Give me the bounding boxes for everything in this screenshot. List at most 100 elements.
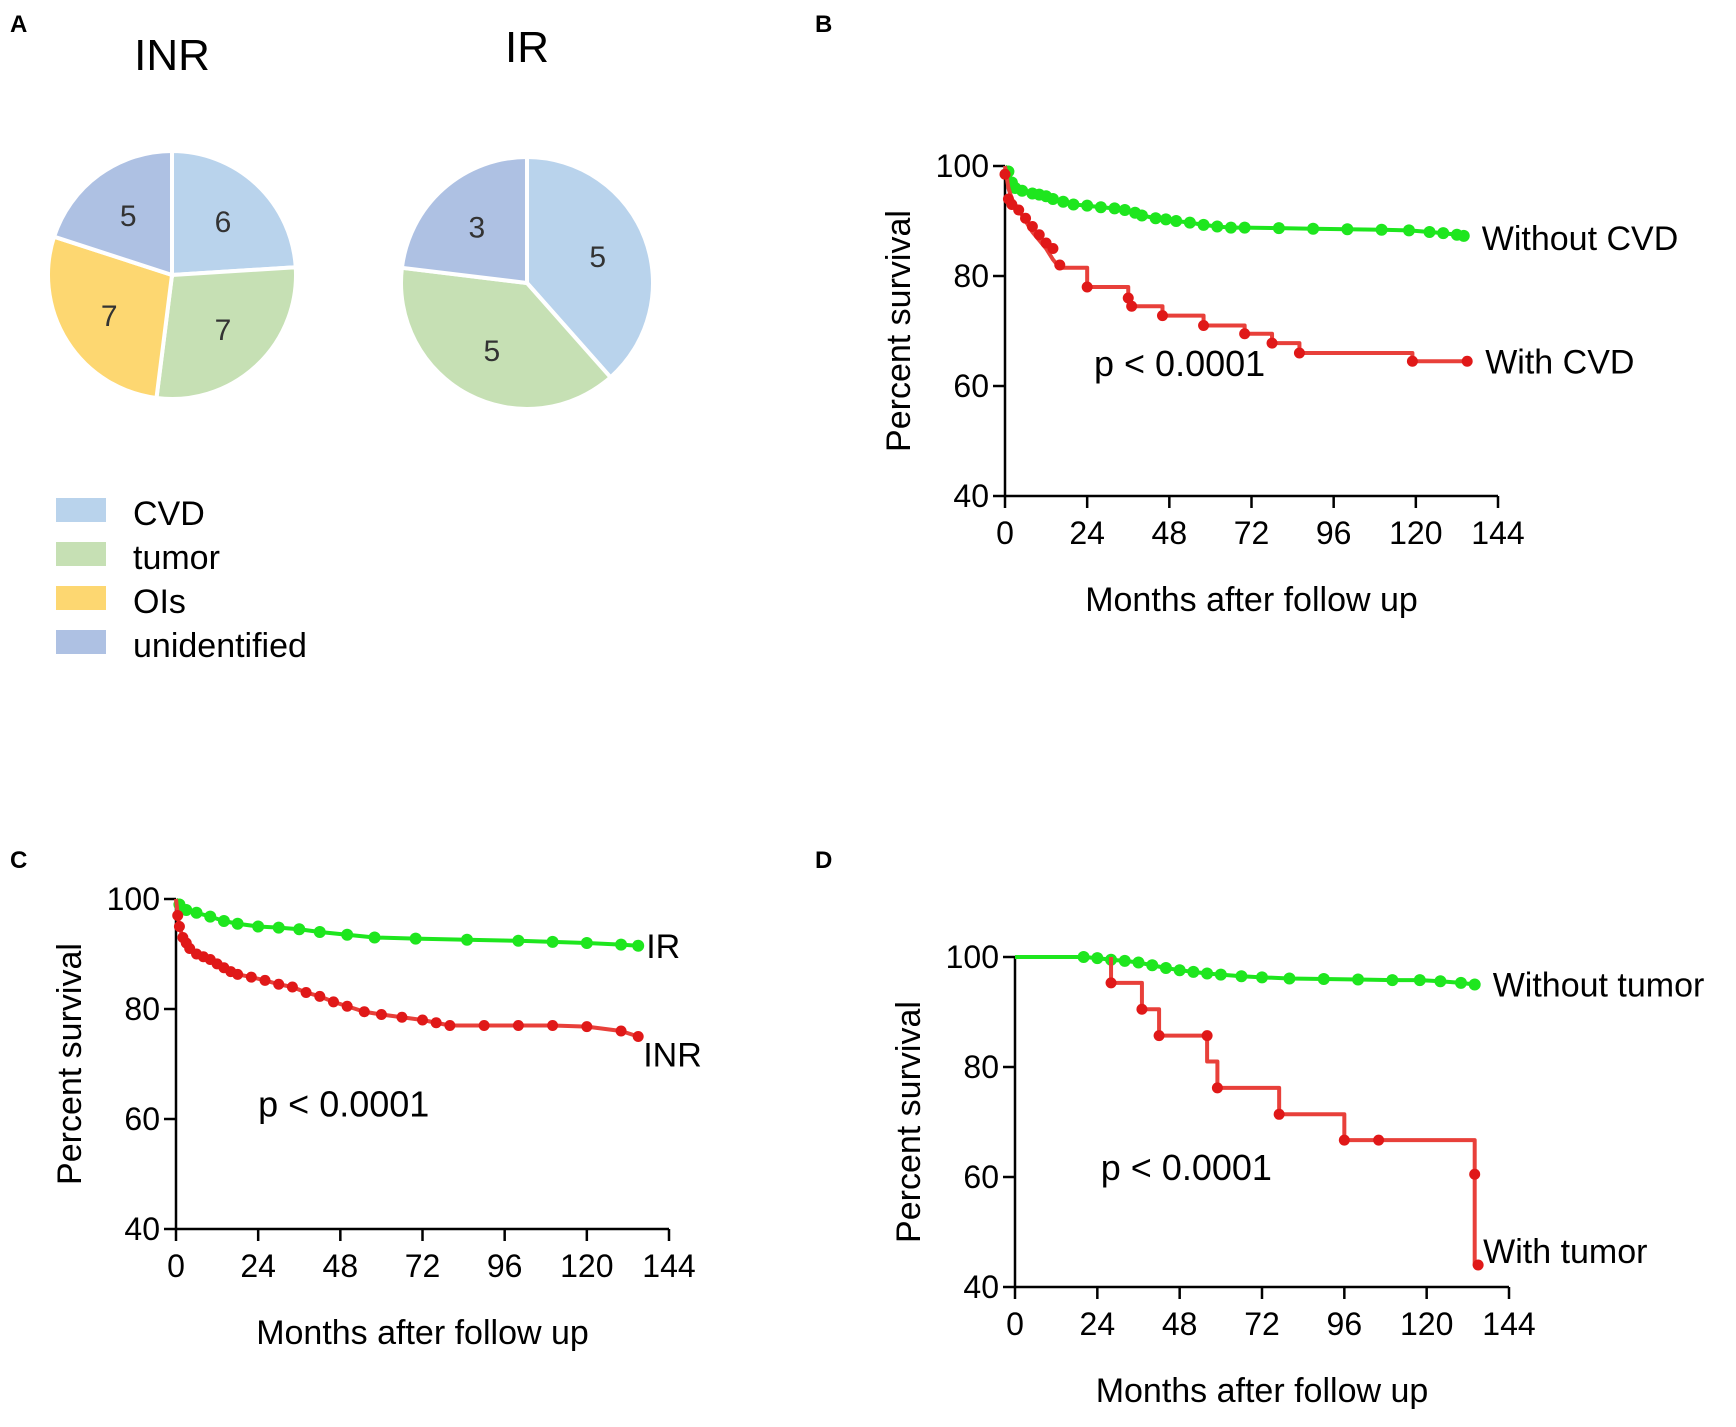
x-tick-label: 48 xyxy=(1162,1306,1198,1342)
censor-marker xyxy=(173,921,185,932)
pie-slice-unidentified xyxy=(51,148,174,278)
x-tick-label: 0 xyxy=(996,515,1014,551)
censor-marker xyxy=(1067,198,1080,211)
pie-slice-label: 5 xyxy=(589,241,606,274)
censor-marker xyxy=(1224,221,1237,234)
censor-marker xyxy=(1146,959,1159,972)
x-tick-label: 120 xyxy=(1389,515,1442,551)
censor-marker xyxy=(1341,223,1354,236)
censor-marker xyxy=(1472,1259,1484,1271)
y-tick-label: 60 xyxy=(953,368,989,404)
x-axis-title: Months after follow up xyxy=(256,1314,589,1352)
x-tick-label: 48 xyxy=(1152,515,1188,551)
x-tick-label: 24 xyxy=(1080,1306,1116,1342)
censor-marker xyxy=(1272,222,1285,235)
censor-marker xyxy=(546,935,559,948)
censor-marker xyxy=(1373,1134,1385,1146)
censor-marker xyxy=(1077,951,1090,963)
censor-marker xyxy=(430,1017,442,1029)
censor-marker xyxy=(1211,1082,1223,1094)
y-axis-title: Percent survival xyxy=(880,210,918,452)
censor-marker xyxy=(1153,1030,1165,1042)
censor-marker xyxy=(1135,209,1148,222)
censor-marker xyxy=(1338,1134,1350,1146)
censor-marker xyxy=(245,971,257,983)
y-tick-label: 100 xyxy=(936,148,989,184)
pie-chart-ir: IR 5 5 3 xyxy=(399,23,655,411)
censor-marker xyxy=(1454,976,1467,989)
survival-curve-with-tumor xyxy=(1109,957,1479,1267)
censor-marker xyxy=(1173,964,1186,977)
panel-letter-a: A xyxy=(10,11,27,38)
censor-marker xyxy=(190,906,203,919)
legend-label-OIs: OIs xyxy=(133,583,186,621)
censor-marker xyxy=(1197,218,1210,231)
pie-slice-unidentified xyxy=(399,154,529,286)
legend-label-unidentified: unidentified xyxy=(133,627,307,665)
pie-slice-label: 6 xyxy=(215,206,232,239)
censor-marker xyxy=(1122,292,1134,304)
censor-marker xyxy=(217,915,230,927)
censor-marker xyxy=(1136,1003,1148,1015)
censor-marker xyxy=(1293,347,1305,359)
y-tick-label: 80 xyxy=(963,1049,999,1085)
curve-label-ir: IR xyxy=(646,928,680,966)
censor-marker xyxy=(615,938,628,951)
censor-marker xyxy=(231,917,244,930)
pie-chart-inr: INR 6 7 7 5 xyxy=(46,31,298,401)
censor-marker xyxy=(1283,972,1296,985)
pie-slice-CVD xyxy=(525,154,655,381)
censor-marker xyxy=(1118,954,1131,967)
y-tick-label: 80 xyxy=(953,258,989,294)
censor-marker xyxy=(1159,213,1172,226)
censor-marker xyxy=(1020,212,1032,224)
censor-marker xyxy=(409,932,422,945)
censor-marker xyxy=(1126,300,1138,312)
y-tick-label: 60 xyxy=(124,1101,160,1137)
panel-letter-b: B xyxy=(815,11,832,38)
censor-marker xyxy=(1156,310,1168,322)
x-tick-label: 48 xyxy=(323,1248,359,1284)
censor-marker xyxy=(1201,1030,1213,1042)
censor-marker xyxy=(1375,223,1388,236)
censor-marker xyxy=(1406,355,1418,367)
censor-marker xyxy=(1214,968,1227,981)
y-tick-label: 60 xyxy=(963,1159,999,1195)
y-tick-label: 40 xyxy=(963,1269,999,1305)
pie-legend: CVD tumor OIs unidentified xyxy=(56,495,307,665)
censor-marker xyxy=(1016,184,1029,197)
censor-marker xyxy=(375,1009,387,1020)
censor-marker xyxy=(615,1025,627,1037)
y-axis-title: Percent survival xyxy=(51,943,89,1185)
censor-marker xyxy=(1118,204,1131,216)
censor-marker xyxy=(581,1021,593,1033)
censor-marker xyxy=(1273,1108,1285,1120)
p-value-annotation: p < 0.0001 xyxy=(1094,343,1265,384)
panel-letter-d: D xyxy=(815,847,832,874)
censor-marker xyxy=(1132,956,1145,969)
pie-slice-CVD xyxy=(170,148,298,278)
censor-marker xyxy=(1468,978,1481,991)
y-tick-label: 40 xyxy=(953,478,989,514)
censor-marker xyxy=(1094,201,1107,214)
censor-marker xyxy=(1013,204,1025,216)
p-value-annotation: p < 0.0001 xyxy=(1101,1147,1272,1188)
censor-marker xyxy=(417,1014,428,1026)
x-tick-label: 144 xyxy=(642,1248,695,1284)
censor-marker xyxy=(396,1011,408,1023)
pie-slice-label: 7 xyxy=(215,314,232,347)
censor-marker xyxy=(1457,229,1470,242)
censor-marker xyxy=(1057,195,1070,208)
censor-marker xyxy=(313,926,326,938)
censor-marker xyxy=(1307,222,1320,235)
curve-label-inr: INR xyxy=(643,1037,702,1075)
censor-marker xyxy=(1238,221,1251,234)
censor-marker xyxy=(1081,281,1093,293)
y-tick-label: 100 xyxy=(107,881,160,917)
censor-marker xyxy=(1108,202,1121,215)
pie-slice-tumor xyxy=(399,265,614,411)
x-tick-label: 24 xyxy=(240,1248,276,1284)
legend-swatch-CVD xyxy=(56,498,106,522)
censor-marker xyxy=(300,987,312,998)
legend-swatch-OIs xyxy=(56,586,106,610)
